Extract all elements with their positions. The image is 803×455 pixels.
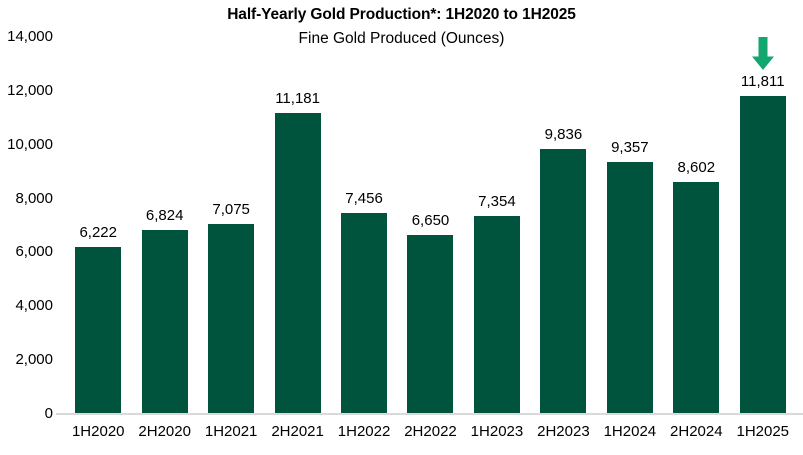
y-tick-label-14000: 14,000	[7, 28, 53, 45]
bar-2H2023	[540, 149, 587, 414]
chart-subtitle: Fine Gold Produced (Ounces)	[298, 30, 505, 47]
bar-column-2H2020: 6,824	[131, 37, 197, 414]
x-tick-label-1H2021: 1H2021	[204, 423, 258, 440]
bar-value-label-1H2021: 7,075	[212, 200, 250, 218]
bar-value-label-2H2021: 11,181	[275, 89, 320, 107]
x-tick-label-1H2020: 1H2020	[71, 423, 125, 440]
x-tick-label-1H2024: 1H2024	[603, 423, 657, 440]
bar-value-label-1H2020: 6,222	[79, 223, 117, 241]
bar-2H2024	[673, 182, 720, 414]
chart-title: Half-Yearly Gold Production*: 1H2020 to …	[227, 6, 576, 23]
y-tick-label-4000: 4,000	[15, 297, 53, 315]
bar-value-label-1H2024: 9,357	[611, 139, 649, 156]
bar-value-label-1H2025: 11,811	[740, 72, 785, 90]
bar-column-1H2023: 7,354	[464, 37, 530, 414]
bar-column-2H2022: 6,650	[397, 37, 463, 414]
bar-column-1H2021: 7,075	[198, 37, 264, 414]
highlight-down-arrow-icon	[751, 37, 774, 70]
x-tick-label-2H2024: 2H2024	[670, 423, 723, 440]
bar-value-label-2H2023: 9,836	[544, 126, 583, 144]
x-tick-label-1H2022: 1H2022	[337, 423, 391, 440]
x-tick-label-2H2022: 2H2022	[404, 423, 457, 440]
bar-1H2023	[473, 216, 520, 414]
bar-1H2025	[739, 95, 786, 414]
bar-column-2H2021: 11,181	[264, 37, 330, 414]
bar-value-label-2H2024: 8,602	[677, 159, 716, 177]
y-tick-label-12000: 12,000	[7, 81, 53, 99]
y-tick-label-6000: 6,000	[15, 243, 53, 261]
y-tick-label-8000: 8,000	[15, 189, 53, 207]
y-tick-label-10000: 10,000	[7, 135, 53, 153]
y-tick-label-0: 0	[44, 405, 53, 422]
bar-column-1H2020: 6,222	[65, 37, 131, 414]
plot-area: 6,222 6,824 7,075 11,181 7,456 6,650 7,354 9,83…	[65, 37, 796, 414]
bar-value-label-1H2023: 7,354	[478, 193, 516, 210]
bar-1H2024	[606, 162, 653, 414]
bar-1H2020	[75, 246, 122, 414]
bar-1H2021	[208, 223, 255, 414]
bar-value-label-1H2022: 7,456	[345, 190, 383, 208]
bar-2H2021	[274, 112, 321, 414]
bar-column-2H2024: 8,602	[663, 37, 729, 414]
bar-column-1H2024: 9,357	[597, 37, 663, 414]
bar-column-1H2025: 11,811	[730, 37, 796, 414]
x-tick-label-2H2021: 2H2021	[271, 423, 324, 440]
bar-1H2022	[341, 213, 388, 414]
x-axis-labels: 1H2020 2H2020 1H2021 2H2021 1H2022 2H2022 1H20…	[65, 423, 796, 440]
bar-2H2022	[407, 234, 454, 414]
x-tick-label-1H2023: 1H2023	[470, 423, 524, 440]
x-tick-label-1H2025: 1H2025	[736, 423, 790, 440]
x-axis-line	[56, 413, 803, 415]
bar-column-2H2023: 9,836	[530, 37, 596, 414]
bar-column-1H2022: 7,456	[331, 37, 397, 414]
x-tick-label-2H2023: 2H2023	[537, 423, 590, 440]
bar-value-label-2H2022: 6,650	[411, 211, 450, 229]
y-tick-label-2000: 2,000	[15, 351, 53, 369]
x-tick-label-2H2020: 2H2020	[138, 423, 191, 440]
bar-2H2020	[141, 230, 188, 414]
bar-value-label-2H2020: 6,824	[145, 207, 184, 225]
